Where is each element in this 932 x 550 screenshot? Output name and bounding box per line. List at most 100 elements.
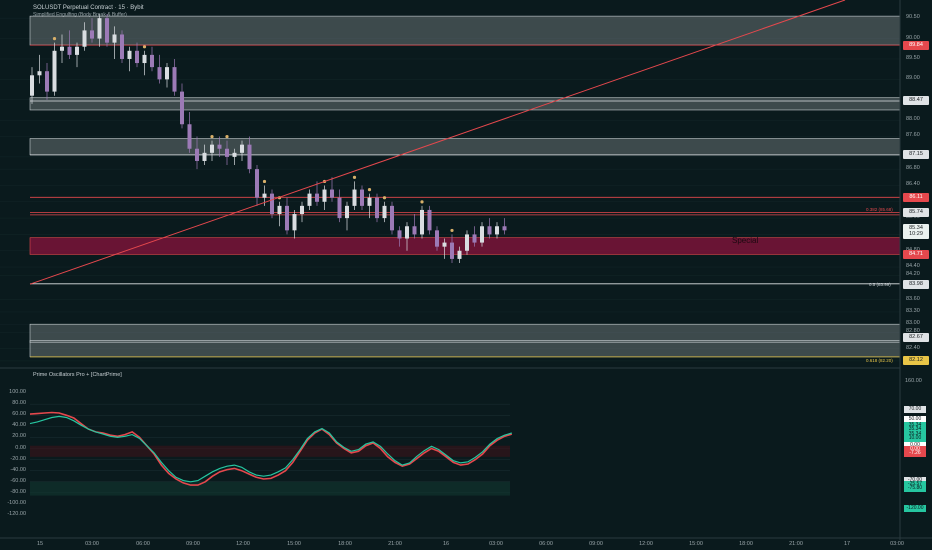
osc-histogram-band [30,481,510,496]
candle-body-23 [202,152,207,161]
osc-left-tick-3: 40.00 [12,422,26,429]
zone-gray-0 [29,15,901,46]
candle-body-47 [382,205,387,219]
bull-marker-5 [450,228,454,233]
candle-body-44 [360,189,364,206]
osc-right-tick-0: 160.00 [905,378,922,384]
price-tick-16: 83.60 [906,295,920,302]
zone-gray-4 [29,323,901,343]
candle-body-50 [405,226,409,239]
osc-left-tick-9: -80.00 [10,488,26,495]
osc-label-10: -25.57 [904,481,926,489]
candle-body-6 [75,46,79,55]
time-tick-11: 09:00 [589,541,603,547]
price-tick-17: 83.30 [906,307,920,314]
candle-body-49 [397,230,402,239]
candle-body-3 [52,50,57,92]
candle-body-15 [142,54,147,64]
bear-marker-1 [210,134,214,139]
candle-body-48 [390,205,394,231]
osc-left-tick-0: 100.00 [9,389,26,396]
candle-body-31 [262,193,267,198]
candle-body-51 [412,226,417,235]
bull-marker-3 [367,188,372,192]
indicator-title: Simplified Engulfing (Body Break & Buffe… [33,12,127,18]
candle-body-1 [37,71,42,76]
candle-body-2 [45,71,49,92]
bull-marker-2 [352,175,357,179]
osc-left-tick-8: -60.00 [10,477,26,484]
candle-body-28 [240,144,244,153]
candle-body-61 [487,226,492,235]
candle-body-8 [90,30,94,39]
fib-618-label: 0.618 (82.20) [866,358,893,363]
zone-gray-5 [29,340,901,358]
candle-body-16 [150,54,154,68]
time-tick-12: 12:00 [639,541,653,547]
price-label-0: 89.84 [903,40,929,50]
price-tick-6: 87.60 [906,132,920,139]
osc-label-5: 10.00 [904,435,926,443]
candle-body-58 [465,234,469,251]
engulfing-markers [52,37,454,233]
chart-title: SOLUSDT Perpetual Contract · 15 · Bybit [33,5,144,11]
price-tick-11: 85.60 [906,214,920,221]
osc-left-tick-11: -120.00 [7,511,26,517]
candle-body-4 [60,46,64,51]
candle-body-0 [30,75,34,96]
price-tick-0: 90.50 [906,14,920,21]
candle-body-55 [442,242,447,247]
bear-marker-0 [142,45,147,49]
candle-body-35 [292,214,297,231]
price-label-4: 85.74 [903,207,929,217]
candle-body-17 [157,67,162,80]
candle-body-11 [112,34,117,43]
bull-marker-0 [52,37,57,41]
candle-body-22 [195,148,199,161]
time-tick-2: 06:00 [136,541,150,547]
price-tick-3: 89.00 [906,75,920,82]
candle-body-33 [277,205,282,215]
fib-382-label: 0.382 (85.68) [866,207,893,212]
candle-body-59 [472,234,477,243]
trendline[interactable] [29,0,846,285]
candle-body-36 [300,205,304,215]
time-tick-16: 17 [843,541,851,547]
candle-body-21 [187,124,192,149]
osc-series-1 [29,415,512,483]
osc-left-tick-2: 60.00 [12,411,26,418]
price-tick-9: 86.40 [906,181,920,188]
candle-body-40 [330,189,334,198]
zone-gray-2 [29,138,901,156]
candle-body-27 [232,152,237,157]
time-tick-1: 03:00 [85,541,99,547]
candle-body-45 [367,197,372,206]
price-label-2: 87.15 [903,150,929,160]
time-tick-3: 09:00 [186,541,200,547]
time-tick-17: 03:00 [890,541,904,547]
osc-label-2: 35.34 [904,421,926,429]
price-tick-2: 89.50 [906,54,920,61]
candle-body-60 [480,226,484,243]
price-tick-14: 84.40 [906,263,920,270]
price-tick-18: 83.00 [906,320,920,327]
price-tick-15: 84.20 [906,271,920,278]
price-tick-8: 86.80 [906,165,920,172]
bear-marker-5 [382,196,387,200]
candle-body-5 [67,46,72,55]
candle-body-20 [180,91,184,125]
price-tick-20: 82.40 [906,344,920,351]
candle-body-32 [270,193,274,215]
osc-label-9: -70.00 [904,477,926,485]
candle-body-34 [285,205,289,231]
time-tick-6: 18:00 [338,541,352,547]
candle-body-41 [337,197,342,219]
candle-body-30 [255,169,259,198]
candle-body-7 [82,30,87,47]
osc-left-tick-5: 0.00 [15,444,26,451]
zone-gray-1 [29,97,901,111]
time-tick-9: 03:00 [489,541,503,547]
osc-label-6: 0.00 [904,442,926,450]
candle-body-26 [225,148,229,157]
